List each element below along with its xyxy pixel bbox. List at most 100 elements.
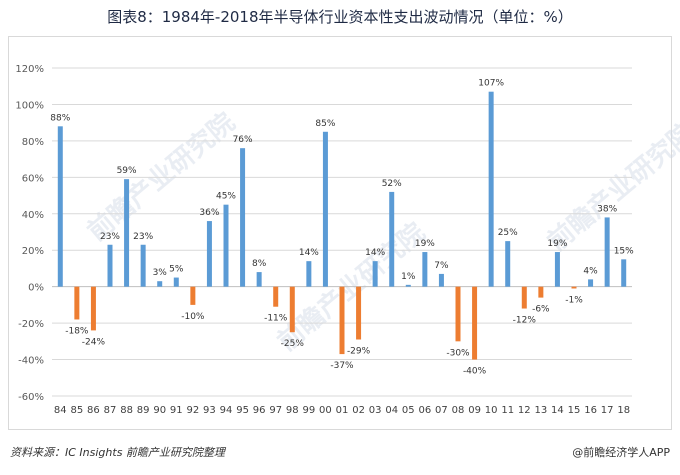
data-label: -30% [446,348,470,358]
bar [273,286,279,307]
data-label: -25% [281,339,305,349]
x-tick-label: 85 [70,405,83,416]
y-tick-label: -40% [18,356,44,367]
bar [107,244,113,287]
bar [124,179,130,287]
y-tick-label: 120% [15,64,44,75]
data-label: 3% [153,268,168,278]
bar [289,286,295,333]
data-label: 23% [133,232,153,242]
data-label: 45% [216,192,236,202]
data-label: -29% [347,347,371,357]
x-tick-label: 86 [87,405,100,416]
x-tick-label: 95 [236,405,249,416]
x-tick-label: 84 [54,405,67,416]
bar [389,191,395,287]
x-tick-label: 14 [551,405,564,416]
data-label: 23% [100,232,120,242]
bar [140,244,146,287]
data-label: 59% [117,166,137,176]
data-label: 14% [299,248,319,258]
data-label: 5% [169,265,184,275]
data-label: -6% [532,305,550,315]
bar [339,286,345,355]
x-tick-label: 00 [319,405,332,416]
bar [322,131,328,287]
x-tick-label: 94 [220,405,233,416]
bar [157,281,163,287]
bar [588,279,594,287]
bar [356,286,362,340]
data-label: 107% [478,79,504,89]
x-tick-label: 96 [253,405,266,416]
x-tick-label: 99 [302,405,315,416]
y-tick-label: 20% [22,246,44,257]
bar [554,252,560,287]
y-tick-label: 0% [28,283,44,294]
data-label: -40% [463,367,487,377]
data-label: -24% [82,337,106,347]
x-tick-label: 90 [153,405,166,416]
x-tick-label: 02 [352,405,365,416]
bar [472,286,478,360]
x-tick-label: 08 [452,405,465,416]
bar [571,286,577,289]
bar [505,241,511,287]
x-tick-label: 01 [336,405,349,416]
bar [190,286,196,305]
x-tick-label: 88 [120,405,133,416]
x-tick-label: 09 [468,405,481,416]
x-tick-label: 97 [269,405,282,416]
x-tick-label: 89 [137,405,150,416]
x-tick-label: 10 [485,405,498,416]
data-label: 76% [233,135,253,145]
data-label: 15% [614,246,634,256]
data-label: -12% [513,316,537,326]
bar [604,217,610,287]
x-tick-label: 93 [203,405,216,416]
bar [206,221,212,287]
data-label: -37% [330,361,354,371]
bar [538,286,544,298]
x-tick-label: 06 [418,405,431,416]
y-tick-label: 60% [22,173,44,184]
x-tick-label: 11 [501,405,514,416]
data-label: 7% [434,261,449,271]
bar [422,252,428,287]
bar [173,277,179,287]
data-label: 88% [50,113,70,123]
data-label: 4% [583,266,598,276]
y-tick-label: 80% [22,137,44,148]
chart-title: 图表8：1984年-2018年半导体行业资本性支出波动情况（单位：%） [107,8,573,26]
bar [405,284,411,287]
y-tick-label: 40% [22,210,44,221]
data-label: 19% [415,239,435,249]
data-label: 25% [498,228,518,238]
y-tick-label: 100% [15,100,44,111]
y-tick-label: -60% [18,392,44,403]
x-tick-label: 16 [584,405,597,416]
bar [90,286,96,331]
x-tick-label: 17 [601,405,614,416]
data-label: 19% [547,239,567,249]
bar [521,286,527,309]
chart-frame: 前瞻产业研究院 前瞻产业研究院 前瞻产业研究院 [8,36,680,430]
x-tick-label: 12 [518,405,531,416]
data-label: 38% [597,204,617,214]
data-label: 1% [401,272,416,282]
data-label: -1% [565,295,583,305]
x-tick-label: 15 [568,405,581,416]
data-label: 8% [252,259,267,269]
bar [256,272,262,287]
bar [223,204,229,287]
bar [306,261,312,287]
x-tick-label: 18 [617,405,630,416]
bar-chart: 120% 100% 80% 60% 40% 20% 0% -20% -40% -60% 88% 84 -… [15,64,634,416]
bar [455,286,461,342]
bar [438,273,444,287]
data-label: -10% [181,312,205,322]
credit-note: @前瞻经济学人APP [572,446,670,459]
data-label: 52% [382,179,402,189]
x-tick-label: 92 [186,405,199,416]
data-label: -11% [264,314,288,324]
